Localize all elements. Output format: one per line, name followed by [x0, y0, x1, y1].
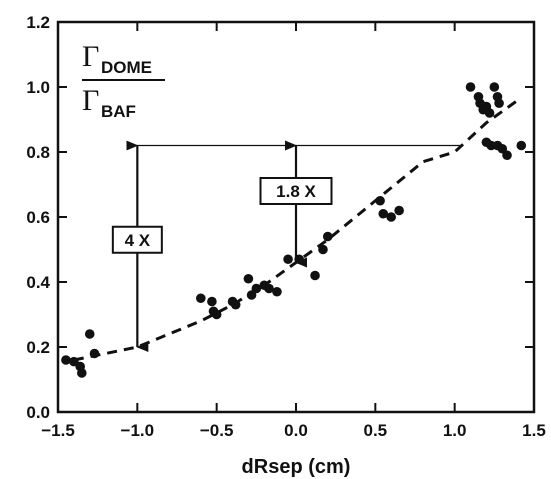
data-point: [272, 286, 282, 297]
annotation-box: [259, 177, 333, 205]
x-tick-label: 1.0: [443, 421, 467, 440]
x-tick-label: −1.0: [121, 421, 155, 440]
ratio-label: Γ DOME Γ BAF: [82, 40, 165, 121]
y-tick-label: 0.2: [26, 338, 50, 357]
data-point: [386, 212, 397, 222]
ratio-numerator-subscript: DOME: [101, 58, 152, 77]
data-point: [322, 231, 333, 242]
data-point: [465, 82, 476, 92]
annotation-box: [111, 225, 163, 254]
data-point: [77, 368, 87, 378]
data-point: [489, 82, 500, 92]
data-point: [375, 195, 385, 206]
x-tick-label: 0.0: [284, 421, 308, 440]
data-point: [230, 299, 241, 310]
annotation-label: 4 X: [125, 231, 151, 250]
data-point: [211, 309, 222, 320]
data-point: [243, 273, 254, 284]
y-tick-label: 0.6: [26, 208, 50, 227]
data-point: [196, 293, 206, 304]
x-axis-ticks: −1.5 −1.0 −0.5 0.0 0.5 1.0 1.5: [41, 22, 546, 440]
data-point: [378, 208, 389, 219]
x-axis-title: dRsep (cm): [242, 456, 351, 478]
x-tick-label: −1.5: [41, 421, 75, 440]
y-tick-label: 0.8: [26, 143, 50, 162]
annotation-group: 4 X 1.8 X: [111, 140, 333, 352]
data-point: [494, 98, 504, 109]
data-point: [484, 108, 495, 118]
data-point: [502, 150, 512, 161]
y-tick-label: 0.4: [26, 273, 50, 292]
data-point: [251, 283, 262, 294]
annotation-label: 1.8 X: [276, 182, 316, 201]
data-point: [84, 329, 95, 339]
y-axis-ticks: 0.0 0.2 0.4 0.6 0.8 1.0 1.2: [26, 13, 534, 422]
data-point: [61, 355, 71, 365]
data-point: [283, 254, 293, 265]
y-tick-label: 0.0: [26, 403, 50, 422]
data-point: [207, 296, 217, 307]
y-tick-label: 1.0: [26, 78, 50, 97]
ratio-denominator-subscript: BAF: [101, 102, 136, 121]
x-tick-label: 1.5: [522, 421, 546, 440]
x-tick-label: 0.5: [364, 421, 388, 440]
data-point: [394, 205, 404, 216]
data-points-group: [61, 82, 527, 378]
data-point: [516, 140, 527, 151]
data-point: [264, 283, 274, 294]
ratio-numerator-symbol: Γ: [82, 40, 99, 73]
ratio-denominator-symbol: Γ: [82, 84, 99, 117]
x-tick-label: −0.5: [200, 421, 234, 440]
y-tick-label: 1.2: [26, 13, 50, 32]
data-point: [318, 244, 328, 255]
data-point: [89, 348, 100, 359]
data-point: [310, 270, 320, 281]
data-point: [294, 254, 304, 265]
